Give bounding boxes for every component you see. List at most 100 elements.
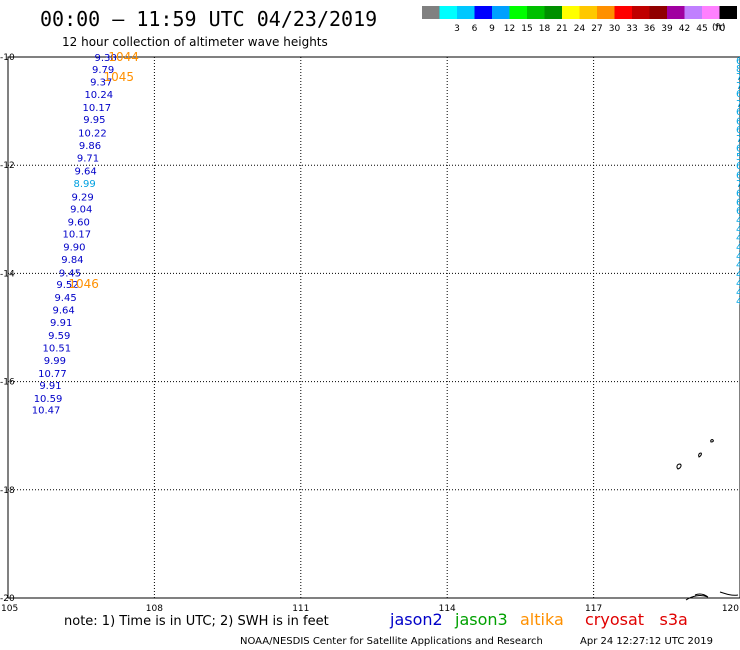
scale-tick-label: 3 xyxy=(454,24,460,34)
wave-height-label: 7.2 xyxy=(736,179,740,190)
wave-height-label: 9.04 xyxy=(70,204,92,215)
y-tick-label: -16 xyxy=(0,378,15,388)
wave-height-label: 9.29 xyxy=(72,193,94,204)
wave-height-label: 9.91 xyxy=(50,318,72,329)
chart-subtitle: 12 hour collection of altimeter wave hei… xyxy=(62,35,328,49)
wave-height-label: 4 xyxy=(736,296,740,307)
scale-swatch xyxy=(597,6,615,19)
satellite-legend: jason2 jason3 altika cryosat s3a xyxy=(389,610,688,629)
scale-swatch xyxy=(492,6,510,19)
wave-height-label: 8.99 xyxy=(73,179,95,190)
wave-height-label: 9.52 xyxy=(56,280,78,291)
x-tick-label: 111 xyxy=(292,604,309,614)
wave-height-label: 9.91 xyxy=(39,381,61,392)
satellite-legend-item: altika xyxy=(520,610,564,629)
wave-height-label: 10.22 xyxy=(78,129,107,140)
wave-height-label: 6.09 xyxy=(736,170,740,181)
chart-title: 00:00 – 11:59 UTC 04/23/2019 xyxy=(40,7,377,31)
wave-height-label: 6.1 xyxy=(736,197,740,208)
wave-height-label: 5.97 xyxy=(736,152,740,163)
graticule xyxy=(8,57,740,598)
axis-ticks: 105 108 111 114 117 120 -10 -12 -14 -16 -18 -20 xyxy=(0,53,739,614)
wave-height-label: 9.84 xyxy=(61,255,83,266)
wave-height-label: 6.69 xyxy=(736,107,740,118)
wave-height-label: 1046 xyxy=(68,277,99,291)
wave-height-label: 7.36 xyxy=(736,72,740,83)
wave-height-label: 10.77 xyxy=(38,369,67,380)
wave-height-label: 10.24 xyxy=(84,90,113,101)
wave-height-label: 9.45 xyxy=(54,293,76,304)
scale-tick-label: 42 xyxy=(679,24,690,34)
wave-height-label: 9.71 xyxy=(77,154,99,165)
scale-swatch xyxy=(579,6,597,19)
wave-height-label: 1044 xyxy=(108,50,139,64)
scale-tick-label: 36 xyxy=(644,24,656,34)
scale-tick-label: 70 xyxy=(714,24,726,34)
x-tick-label: 120 xyxy=(722,604,739,614)
wave-height-label: 4 xyxy=(736,279,740,290)
scale-swatch xyxy=(719,6,737,19)
wave-height-label: 4. xyxy=(736,224,740,235)
scale-tick-label: 45 xyxy=(696,24,707,34)
wave-height-label: 4. xyxy=(736,260,740,271)
wave-height-label: 4 xyxy=(736,287,740,298)
x-tick-label: 117 xyxy=(585,604,602,614)
wave-height-label: 1045 xyxy=(104,70,135,84)
wave-height-label: 9.95 xyxy=(83,115,105,126)
scale-tick-label: 15 xyxy=(521,24,532,34)
wave-height-label: 4. xyxy=(736,252,740,263)
wave-height-label: 4. xyxy=(736,233,740,244)
scale-swatch xyxy=(702,6,720,19)
wave-height-label: 9.38 xyxy=(94,53,116,64)
wave-height-color-scale: 3 6 9 12 15 18 21 24 27 30 33 36 39 42 45 70 xyxy=(422,6,737,34)
footer-timestamp: Apr 24 12:27:12 UTC 2019 xyxy=(580,636,713,647)
scale-swatch xyxy=(614,6,632,19)
wave-height-label: 8.18 xyxy=(736,64,740,75)
wave-height-label: 6.65 xyxy=(736,89,740,100)
scale-swatch xyxy=(684,6,702,19)
footer-credit: NOAA/NESDIS Center for Satellite Applica… xyxy=(240,636,543,647)
scale-swatch xyxy=(509,6,527,19)
scale-swatch xyxy=(422,6,440,19)
scale-swatch xyxy=(439,6,457,19)
scale-tick-label: 6 xyxy=(472,24,478,34)
wave-height-label: 10.17 xyxy=(62,229,91,240)
scale-tick-label: 39 xyxy=(661,24,673,34)
scale-swatch xyxy=(457,6,475,19)
wave-height-label: 9.59 xyxy=(48,331,70,342)
wave-height-label: 6.9 xyxy=(736,188,740,199)
coastline-fragments xyxy=(676,439,739,601)
x-tick-label: 105 xyxy=(1,604,18,614)
scale-tick-label: 30 xyxy=(609,24,621,34)
wave-height-label: 4. xyxy=(736,215,740,226)
wave-height-label: 6.68 xyxy=(736,143,740,154)
wave-height-label: 9.79 xyxy=(92,65,114,76)
wave-height-points: 9.389.799.3710.2410.179.9510.229.869.719… xyxy=(32,50,740,417)
wave-height-label: 9.99 xyxy=(44,356,66,367)
wave-height-label: 7.21 xyxy=(736,99,740,110)
scale-tick-label: 9 xyxy=(489,24,495,34)
y-tick-label: -12 xyxy=(0,161,15,171)
satellite-legend-item: s3a xyxy=(660,610,688,629)
wave-height-label: 10.59 xyxy=(34,394,63,405)
scale-tick-label: 18 xyxy=(539,24,551,34)
footer-note: note: 1) Time is in UTC; 2) SWH is in fe… xyxy=(64,614,329,629)
wave-height-label: 4 xyxy=(736,269,740,280)
y-tick-label: -18 xyxy=(0,486,15,496)
scale-swatch xyxy=(527,6,545,19)
scale-tick-label: 21 xyxy=(556,24,567,34)
wave-height-label: 7.84 xyxy=(736,81,740,92)
wave-height-label: 9.64 xyxy=(52,306,74,317)
satellite-legend-item: jason2 xyxy=(389,610,443,629)
scale-swatch xyxy=(544,6,562,19)
wave-height-label: 7.43 xyxy=(736,134,740,145)
wave-height-label: 10.51 xyxy=(42,344,71,355)
wave-height-label: 9.64 xyxy=(74,167,96,178)
wave-height-label: 9.90 xyxy=(63,242,85,253)
wave-height-label: 4. xyxy=(736,242,740,253)
wave-height-label: 10.17 xyxy=(82,103,111,114)
wave-height-label: 6.75 xyxy=(736,116,740,127)
scale-swatch xyxy=(562,6,580,19)
y-tick-label: -10 xyxy=(0,53,15,63)
